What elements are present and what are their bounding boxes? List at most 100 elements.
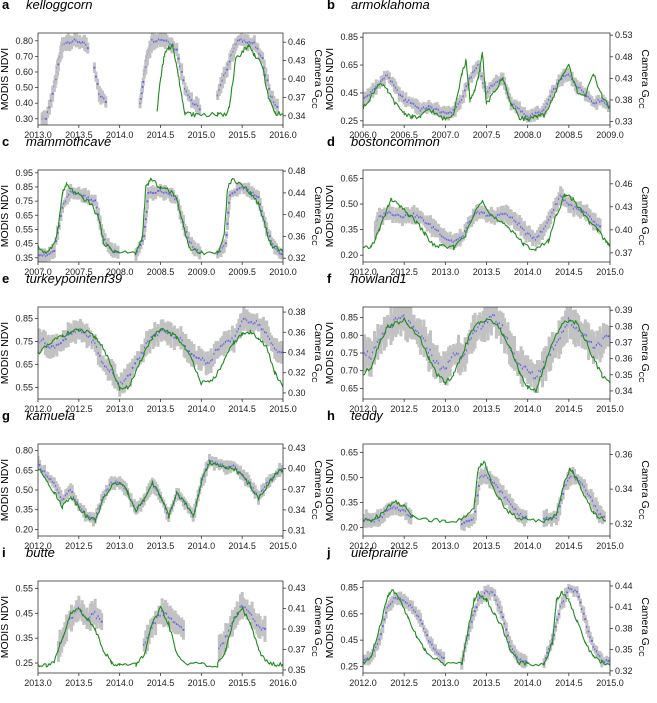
y-right-axis-title: Camera GCC xyxy=(637,49,651,109)
panel-letter: j xyxy=(326,545,331,560)
modis-point xyxy=(506,634,509,637)
modis-series xyxy=(363,466,606,531)
y-right-axis-title: Camera GCC xyxy=(637,323,651,383)
modis-point xyxy=(257,196,260,199)
camera-gcc-line xyxy=(38,327,283,391)
panel-title: kamuela xyxy=(26,408,75,423)
y-left-axis-title: MODIS NDVI xyxy=(324,48,336,110)
x-tick-label: 2014.0 xyxy=(188,404,216,414)
modis-point xyxy=(607,659,610,663)
panel-title: kelloggcorn xyxy=(26,0,93,12)
y-left-tick-label: 0.50 xyxy=(15,83,33,93)
x-tick-label: 2007.5 xyxy=(65,267,93,277)
x-tick-label: 2007.5 xyxy=(473,130,501,140)
y-right-axis-title-subscript: CC xyxy=(310,98,319,109)
x-tick-label: 2014.5 xyxy=(147,130,175,140)
y-right-axis-title-main: Camera G xyxy=(639,186,651,234)
x-tick-label: 2016.0 xyxy=(269,130,297,140)
modis-point xyxy=(259,203,262,206)
panel-letter: h xyxy=(327,408,335,423)
x-tick-label: 2012.0 xyxy=(24,404,52,414)
x-tick-label: 2014.5 xyxy=(228,541,256,551)
y-left-tick-label: 0.35 xyxy=(15,633,33,643)
y-right-axis-title: Camera GCC xyxy=(637,460,651,520)
x-tick-label: 2008.5 xyxy=(147,267,175,277)
camera-gcc-line xyxy=(363,460,606,524)
y-right-tick-label: 0.35 xyxy=(615,370,633,380)
y-right-tick-label: 0.32 xyxy=(288,253,306,263)
modis-point xyxy=(152,191,155,195)
modis-point xyxy=(129,373,132,376)
x-tick-label: 2008.0 xyxy=(106,267,134,277)
y-right-tick-label: 0.35 xyxy=(288,665,306,675)
modis-point xyxy=(226,68,229,71)
panel-title: butte xyxy=(26,545,55,560)
y-right-tick-label: 0.32 xyxy=(288,368,306,378)
modis-point xyxy=(57,343,60,346)
x-tick-label: 2013.0 xyxy=(24,678,52,688)
y-left-tick-label: 0.85 xyxy=(15,314,33,324)
y-right-axis-title: Camera GCC xyxy=(637,597,651,657)
x-tick-label: 2014.5 xyxy=(228,404,256,414)
x-tick-label: 2012.0 xyxy=(349,678,377,688)
x-tick-label: 2014.5 xyxy=(555,541,583,551)
panel-letter: a xyxy=(2,0,10,12)
modis-point xyxy=(426,634,429,637)
modis-point xyxy=(188,350,191,353)
modis-point xyxy=(144,218,147,221)
modis-point xyxy=(421,622,424,625)
y-right-tick-label: 0.41 xyxy=(615,602,633,612)
y-left-tick-label: 0.65 xyxy=(340,383,358,393)
modis-point xyxy=(126,374,129,377)
y-right-tick-label: 0.40 xyxy=(288,464,306,474)
modis-point xyxy=(280,351,283,354)
y-right-tick-label: 0.40 xyxy=(288,210,306,220)
y-left-tick-label: 0.55 xyxy=(15,224,33,234)
x-tick-label: 2015.5 xyxy=(228,678,256,688)
x-tick-label: 2009.0 xyxy=(188,267,216,277)
x-tick-label: 2013.5 xyxy=(147,541,175,551)
x-tick-label: 2006.0 xyxy=(349,130,377,140)
y-left-tick-label: 0.80 xyxy=(15,446,33,456)
modis-point xyxy=(131,366,134,369)
modis-point xyxy=(582,612,585,615)
x-tick-label: 2014.0 xyxy=(188,541,216,551)
modis-point xyxy=(228,194,231,197)
y-right-tick-label: 0.43 xyxy=(615,73,633,83)
modis-point xyxy=(268,235,271,238)
y-left-tick-label: 0.35 xyxy=(15,505,33,515)
modis-point xyxy=(554,625,557,628)
x-tick-label: 2015.0 xyxy=(269,541,297,551)
modis-point xyxy=(500,611,503,614)
panel-letter: b xyxy=(327,0,335,12)
y-right-tick-label: 0.41 xyxy=(288,604,306,614)
panel-letter: c xyxy=(2,134,9,149)
y-right-axis-title-subscript: CC xyxy=(310,235,319,246)
x-tick-label: 2012.0 xyxy=(349,541,377,551)
modis-point xyxy=(380,633,383,636)
chart-panel-c: c mammothcave 2007.0 2007.5 2008.0 2008.5 2009… xyxy=(0,134,324,277)
x-tick-label: 2013.0 xyxy=(432,404,460,414)
x-tick-label: 2012.5 xyxy=(65,404,93,414)
x-tick-label: 2013.5 xyxy=(147,404,175,414)
chart-panel-h: h teddy 2012.0 2012.5 2013.0 2013.5 2014.0 2014… xyxy=(324,408,651,551)
y-right-tick-label: 0.36 xyxy=(288,327,306,337)
y-right-axis-title-subscript: CC xyxy=(310,372,319,383)
y-right-axis-title: Camera GCC xyxy=(310,186,324,246)
y-right-tick-label: 0.38 xyxy=(615,623,633,633)
x-tick-label: 2014.0 xyxy=(106,130,134,140)
modis-point xyxy=(100,620,103,623)
plot-area xyxy=(38,592,283,668)
y-left-tick-label: 0.85 xyxy=(15,182,33,192)
x-tick-label: 2014.0 xyxy=(514,541,542,551)
y-left-tick-label: 0.45 xyxy=(15,239,33,249)
y-right-tick-label: 0.43 xyxy=(288,583,306,593)
modis-series xyxy=(38,182,283,262)
y-left-tick-label: 0.65 xyxy=(340,447,358,457)
y-left-tick-label: 0.75 xyxy=(340,348,358,358)
plot-area xyxy=(363,307,610,394)
y-right-tick-label: 0.34 xyxy=(288,347,306,357)
x-tick-label: 2012.5 xyxy=(390,267,418,277)
modis-point xyxy=(226,222,229,225)
modis-point xyxy=(51,92,54,95)
